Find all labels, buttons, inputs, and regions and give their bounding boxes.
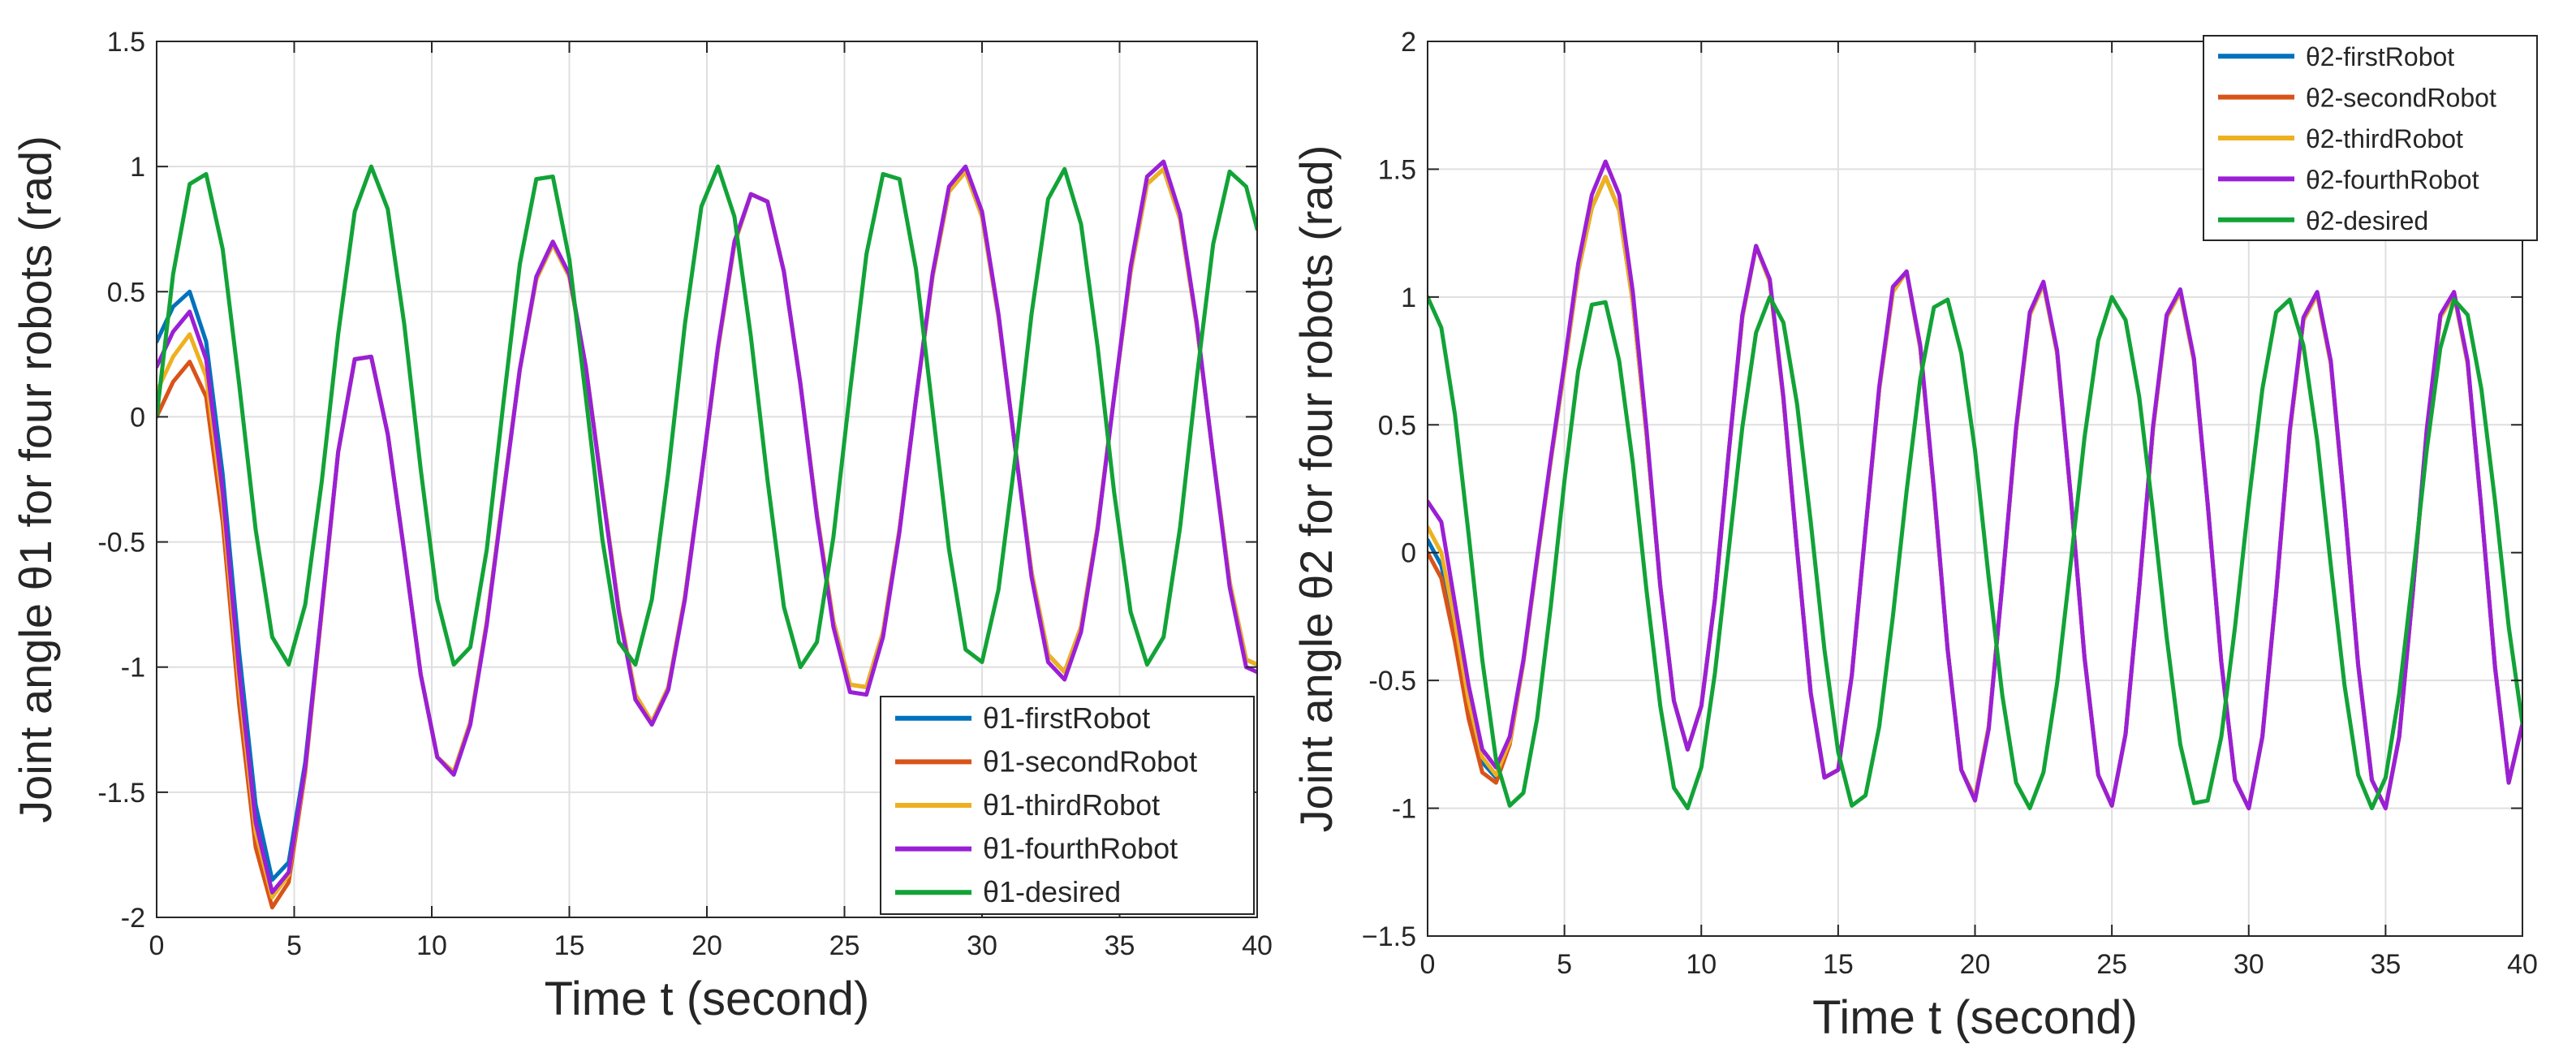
y-tick-label: 0.5: [1378, 410, 1416, 441]
y-tick-label: -1: [1392, 794, 1416, 825]
x-tick-label: 5: [1557, 949, 1572, 980]
tick-marks: [156, 41, 1258, 918]
x-tick-label: 5: [286, 930, 302, 961]
y-tick-label: -1: [121, 653, 145, 684]
legend-label: θ1-firstRobot: [983, 701, 1150, 735]
series-line-5: [157, 164, 1257, 670]
legend-label: θ1-desired: [983, 875, 1121, 908]
series-line-4: [1428, 159, 2522, 811]
x-tick-label: 15: [554, 930, 585, 961]
x-tick-label: 10: [416, 930, 447, 961]
y-tick-label: -1.5: [97, 778, 145, 809]
legend: θ1-firstRobot θ1-secondRobot θ1-thirdRobot…: [880, 696, 1255, 915]
y-axis-label: Joint angle θ2 for four robots (rad): [1290, 145, 1342, 833]
legend-label: θ2-secondRobot: [2306, 84, 2496, 113]
x-tick-label: 30: [967, 930, 997, 961]
chart-theta1: 0 5 10 15 20 25 30 35 40 -2 -1.5 -1 -0.5 0 0.5 1 1.5 Time…: [10, 27, 1273, 1025]
y-tick-label: 0: [1401, 538, 1416, 569]
x-tick-label: 0: [149, 930, 165, 961]
series-group: [157, 159, 1257, 910]
legend: θ2-firstRobot θ2-secondRobot θ2-thirdRobot…: [2203, 35, 2538, 241]
legend-label: θ1-thirdRobot: [983, 788, 1160, 822]
series-line-4: [157, 159, 1257, 895]
y-tick-label: 1.5: [1378, 154, 1416, 185]
y-tick-label: 1.5: [107, 27, 145, 58]
x-axis-label: Time t (second): [545, 973, 870, 1025]
y-tick-label: -0.5: [1368, 666, 1416, 697]
x-tick-label: 40: [1242, 930, 1273, 961]
y-axis-label: Joint angle θ1 for four robots (rad): [10, 136, 61, 823]
series-line-5: [1428, 295, 2522, 811]
x-tick-label: 35: [1105, 930, 1135, 961]
x-tick-label: 40: [2507, 949, 2538, 980]
y-tick-label: -0.5: [97, 528, 145, 559]
x-tick-label: 10: [1686, 949, 1717, 980]
y-tick-label: 0.5: [107, 277, 145, 308]
y-tick-label: 2: [1401, 27, 1416, 58]
legend-label: θ2-firstRobot: [2306, 42, 2454, 71]
x-tick-label: 20: [691, 930, 722, 961]
legend-label: θ2-desired: [2306, 206, 2428, 235]
legend-label: θ1-fourthRobot: [983, 832, 1178, 865]
y-tick-label: 1: [1401, 283, 1416, 313]
x-tick-label: 35: [2370, 949, 2401, 980]
series-group: [1428, 159, 2522, 811]
x-tick-label: 25: [829, 930, 860, 961]
y-tick-label: 1: [130, 152, 145, 183]
x-tick-label: 30: [2234, 949, 2264, 980]
y-tick-label: 0: [130, 402, 145, 433]
grid: [1428, 41, 2522, 936]
y-tick-label: -2: [121, 903, 145, 934]
legend-label: θ2-thirdRobot: [2306, 124, 2463, 153]
x-tick-label: 20: [1960, 949, 1991, 980]
x-axis-label: Time t (second): [1812, 991, 2138, 1044]
grid: [157, 41, 1257, 917]
legend-label: θ2-fourthRobot: [2306, 165, 2479, 194]
y-tick-label: −1.5: [1362, 921, 1416, 952]
legend-label: θ1-secondRobot: [983, 744, 1197, 778]
chart-theta2: 0 5 10 15 20 25 30 35 40 −1.5 -1 -0.5 0 0.5 1 1.5 2 Time …: [1290, 27, 2538, 1044]
x-tick-label: 25: [2096, 949, 2127, 980]
x-tick-label: 15: [1823, 949, 1854, 980]
x-tick-label: 0: [1420, 949, 1436, 980]
